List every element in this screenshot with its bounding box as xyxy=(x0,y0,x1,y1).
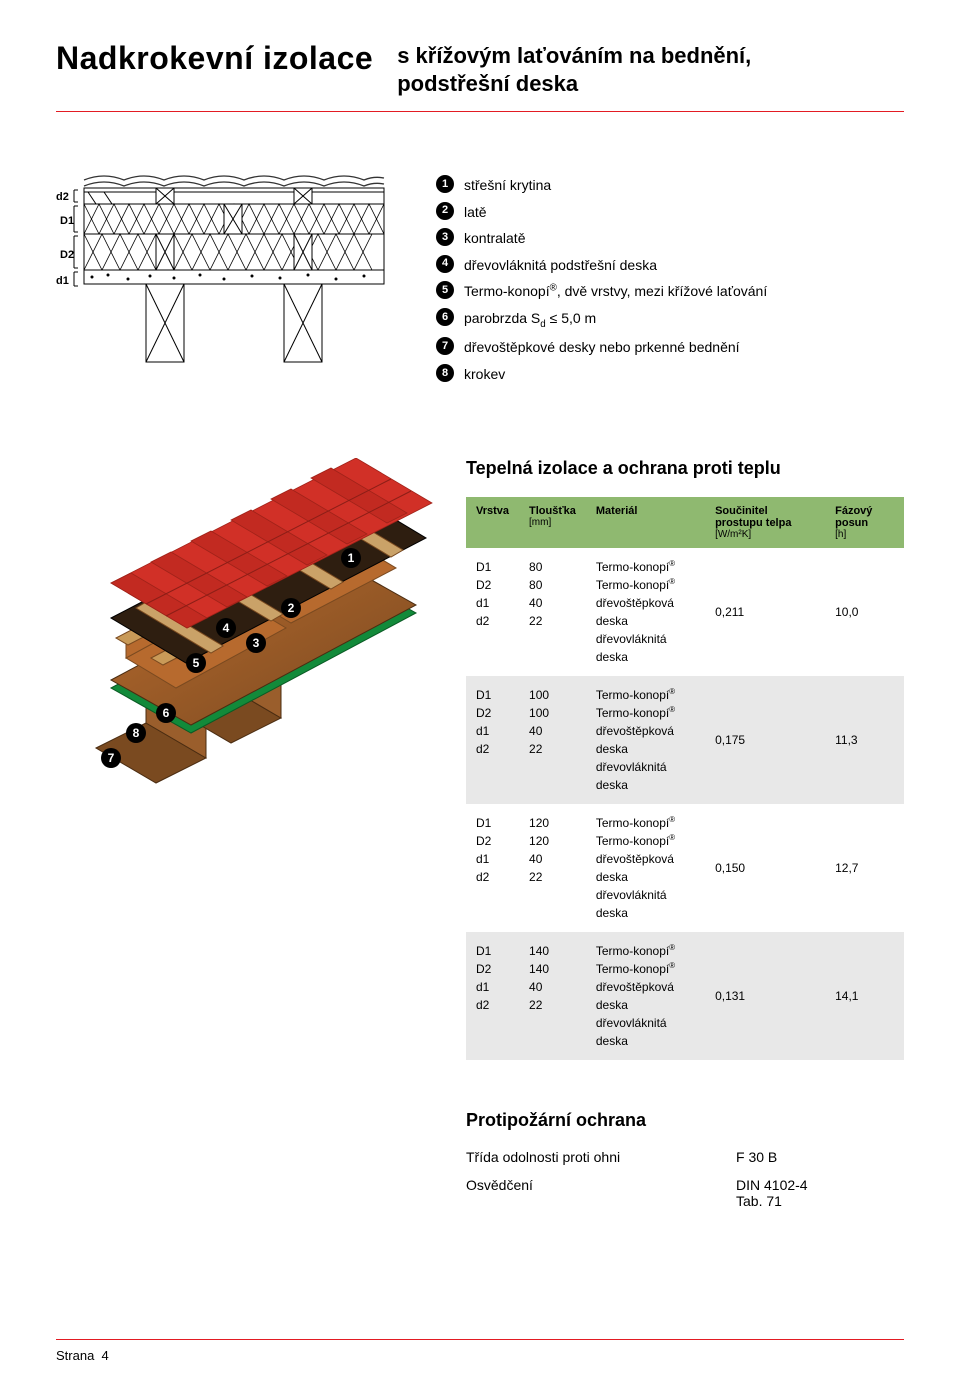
th-material: Materiál xyxy=(586,497,705,548)
iso-marker-label: 2 xyxy=(288,601,295,615)
fire-section: Protipožární ochrana Třída odolnosti pro… xyxy=(466,1110,904,1209)
legend-text: krokev xyxy=(464,361,505,388)
legend-text: dřevoštěpkové desky nebo prkenné bednění xyxy=(464,334,740,361)
legend-text: dřevovláknitá podstřešní deska xyxy=(464,252,657,279)
cell-material: Termo-konopí®Termo-konopí®dřevoštěpková … xyxy=(586,932,705,1060)
table-row: D1D2d1d280804022Termo-konopí®Termo-konop… xyxy=(466,548,904,676)
cell-phase: 10,0 xyxy=(825,548,904,676)
th-layer: Vrstva xyxy=(466,497,519,548)
cell-layers: D1D2d1d2 xyxy=(466,676,519,804)
section-iso-table: 1 2 3 4 5 6 7 8 Tepelná izolace a ochrana proti… xyxy=(56,458,904,1221)
legend-item: 2 latě xyxy=(436,199,904,226)
fire-row: Třída odolnosti proti ohniF 30 B xyxy=(466,1149,904,1165)
legend-bullet: 8 xyxy=(436,364,454,382)
legend-bullet: 5 xyxy=(436,281,454,299)
cell-thickness: 80804022 xyxy=(519,548,586,676)
iso-marker-label: 3 xyxy=(253,636,260,650)
fire-label: Třída odolnosti proti ohni xyxy=(466,1149,736,1165)
legend-bullet: 7 xyxy=(436,337,454,355)
th-thickness: Tloušťka[mm] xyxy=(519,497,586,548)
page-header: Nadkrokevní izolace s křížovým laťováním… xyxy=(56,40,904,97)
cell-thickness: 1401404022 xyxy=(519,932,586,1060)
cell-layers: D1D2d1d2 xyxy=(466,548,519,676)
legend-bullet: 2 xyxy=(436,202,454,220)
iso-marker-label: 5 xyxy=(193,656,200,670)
legend-item: 5 Termo-konopí®, dvě vrstvy, mezi křížové… xyxy=(436,278,904,305)
th-phase: Fázový posun[h] xyxy=(825,497,904,548)
legend-item: 6 parobrzda Sd ≤ 5,0 m xyxy=(436,305,904,334)
cell-uvalue: 0,211 xyxy=(705,548,825,676)
cell-phase: 11,3 xyxy=(825,676,904,804)
cross-section-diagram: d2 D1 D2 d1 xyxy=(56,172,396,387)
table-row: D1D2d1d21201204022Termo-konopí®Termo-kon… xyxy=(466,804,904,932)
section-cross-legend: d2 D1 D2 d1 xyxy=(56,172,904,388)
legend-bullet: 6 xyxy=(436,308,454,326)
legend-item: 4 dřevovláknitá podstřešní deska xyxy=(436,252,904,279)
fire-value: DIN 4102-4Tab. 71 xyxy=(736,1177,808,1209)
isometric-diagram: 1 2 3 4 5 6 7 8 xyxy=(56,458,436,793)
legend-text: kontralatě xyxy=(464,225,525,252)
th-uvalue: Součinitel prostupu telpa[W/m²K] xyxy=(705,497,825,548)
cell-thickness: 1201204022 xyxy=(519,804,586,932)
cell-phase: 12,7 xyxy=(825,804,904,932)
cell-uvalue: 0,131 xyxy=(705,932,825,1060)
cell-layers: D1D2d1d2 xyxy=(466,804,519,932)
legend-text: Termo-konopí®, dvě vrstvy, mezi křížové … xyxy=(464,278,767,305)
legend-item: 1 střešní krytina xyxy=(436,172,904,199)
isometric-svg: 1 2 3 4 5 6 7 8 xyxy=(56,458,436,788)
dim-d2: d2 xyxy=(56,191,69,203)
iso-marker-label: 7 xyxy=(108,751,115,765)
layer-legend: 1 střešní krytina 2 latě 3 kontralatě 4 dřevovl… xyxy=(436,172,904,388)
legend-bullet: 1 xyxy=(436,175,454,193)
footer-rule xyxy=(56,1339,904,1340)
legend-item: 3 kontralatě xyxy=(436,225,904,252)
fire-value: F 30 B xyxy=(736,1149,777,1165)
thermal-heading: Tepelná izolace a ochrana proti teplu xyxy=(466,458,904,479)
thermal-table: Vrstva Tloušťka[mm] Materiál Součinitel … xyxy=(466,497,904,1060)
page-subtitle: s křížovým laťováním na bednění, podstře… xyxy=(397,40,751,97)
cell-layers: D1D2d1d2 xyxy=(466,932,519,1060)
fire-row: OsvědčeníDIN 4102-4Tab. 71 xyxy=(466,1177,904,1209)
iso-marker-label: 4 xyxy=(223,621,230,635)
cell-phase: 14,1 xyxy=(825,932,904,1060)
page-footer: Strana 4 xyxy=(56,1339,904,1363)
legend-bullet: 4 xyxy=(436,255,454,273)
legend-bullet: 3 xyxy=(436,228,454,246)
legend-text: střešní krytina xyxy=(464,172,551,199)
page-title: Nadkrokevní izolace xyxy=(56,40,373,77)
iso-marker-label: 6 xyxy=(163,706,170,720)
dim-D2: D2 xyxy=(60,249,74,261)
page-number: Strana 4 xyxy=(56,1348,904,1363)
cross-section-svg: d2 D1 D2 d1 xyxy=(56,172,396,382)
header-rule xyxy=(56,111,904,112)
cell-material: Termo-konopí®Termo-konopí®dřevoštěpková … xyxy=(586,804,705,932)
dim-D1: D1 xyxy=(60,215,74,227)
cell-uvalue: 0,175 xyxy=(705,676,825,804)
iso-marker-label: 8 xyxy=(133,726,140,740)
table-row: D1D2d1d21001004022Termo-konopí®Termo-kon… xyxy=(466,676,904,804)
thermal-column: Tepelná izolace a ochrana proti teplu Vr… xyxy=(466,458,904,1221)
cell-material: Termo-konopí®Termo-konopí®dřevoštěpková … xyxy=(586,676,705,804)
dim-d1: d1 xyxy=(56,275,69,287)
legend-item: 8 krokev xyxy=(436,361,904,388)
cell-thickness: 1001004022 xyxy=(519,676,586,804)
iso-marker-label: 1 xyxy=(348,551,355,565)
fire-heading: Protipožární ochrana xyxy=(466,1110,904,1131)
table-row: D1D2d1d21401404022Termo-konopí®Termo-kon… xyxy=(466,932,904,1060)
legend-text: parobrzda Sd ≤ 5,0 m xyxy=(464,305,596,334)
cell-material: Termo-konopí®Termo-konopí®dřevoštěpková … xyxy=(586,548,705,676)
legend-text: latě xyxy=(464,199,487,226)
legend-item: 7 dřevoštěpkové desky nebo prkenné bedněn… xyxy=(436,334,904,361)
fire-label: Osvědčení xyxy=(466,1177,736,1209)
cell-uvalue: 0,150 xyxy=(705,804,825,932)
